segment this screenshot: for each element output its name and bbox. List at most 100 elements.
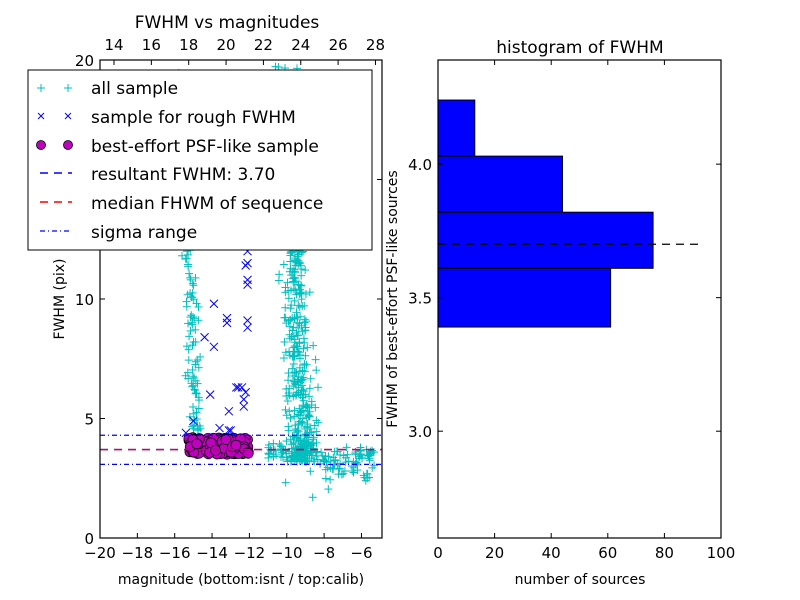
x-point <box>243 280 252 290</box>
plus-point <box>291 261 300 270</box>
plus-point <box>306 467 315 476</box>
plus-point <box>303 456 312 465</box>
scatter-x-ticks: −20 −18 −16 −14 −12 −10 −8 −6 <box>84 533 373 562</box>
plus-point <box>287 440 296 449</box>
plus-point <box>186 273 195 282</box>
x-point <box>215 423 224 433</box>
plus-point <box>299 344 308 353</box>
plus-point <box>294 372 303 381</box>
top-tick-label: 16 <box>142 36 161 54</box>
plus-point <box>183 290 192 299</box>
y-tick-label: 5 <box>84 411 94 429</box>
plus-point <box>317 448 326 457</box>
top-tick-label: 20 <box>217 36 236 54</box>
plus-point <box>298 381 307 390</box>
histogram-axes-frame <box>437 59 722 539</box>
histogram-bar <box>437 211 654 269</box>
circle-point <box>220 434 232 446</box>
legend-box <box>27 69 373 251</box>
plus-point <box>305 428 314 437</box>
x-point <box>224 406 234 416</box>
plus-point <box>279 260 288 269</box>
plus-point <box>182 342 191 351</box>
x-point <box>222 318 232 328</box>
plus-point <box>184 260 193 269</box>
plus-point <box>286 264 295 273</box>
top-tick-label: 22 <box>254 36 273 54</box>
legend-label: sample for rough FWHM <box>91 108 296 128</box>
top-tick-label: 14 <box>104 36 123 54</box>
plus-point <box>309 440 318 449</box>
plus-point <box>308 451 317 460</box>
plus-point <box>305 392 314 401</box>
plus-point <box>342 443 351 452</box>
plus-point <box>300 338 309 347</box>
plus-point <box>294 301 303 310</box>
plus-point <box>196 424 205 433</box>
legend-item-rough-sample: sample for rough FWHM <box>37 108 296 128</box>
plus-point <box>336 459 345 468</box>
top-tick-label: 26 <box>329 36 348 54</box>
plus-point <box>297 386 306 395</box>
plus-point <box>289 343 298 352</box>
plus-point <box>301 402 310 411</box>
x-point <box>233 383 243 392</box>
plus-point <box>290 352 299 361</box>
x-point <box>241 387 251 397</box>
plus-point <box>293 348 302 357</box>
circle-marker-icon <box>36 140 73 150</box>
plus-point <box>189 424 198 433</box>
circle-point <box>210 445 221 456</box>
plus-point <box>281 405 290 414</box>
histogram-bar <box>437 99 476 157</box>
plus-point <box>283 278 292 287</box>
top-tick-label: 28 <box>366 36 385 54</box>
histogram-title: histogram of FWHM <box>496 38 663 58</box>
plus-point <box>285 351 294 360</box>
plus-point <box>275 270 284 279</box>
y-tick-label: 4.0 <box>408 156 432 174</box>
plus-point <box>284 376 293 385</box>
legend-item-resultant-fwhm: resultant FWHM: 3.70 <box>40 165 275 185</box>
x-tick-label: −20 <box>84 544 116 562</box>
plus-point <box>298 414 307 423</box>
legend-label: resultant FWHM: 3.70 <box>91 165 275 185</box>
plus-point <box>194 363 203 372</box>
plus-point <box>302 413 311 422</box>
plus-point <box>186 313 195 322</box>
plus-point <box>264 440 273 449</box>
plus-point <box>286 251 295 260</box>
plus-point <box>190 373 199 382</box>
series-rough-sample <box>181 246 252 438</box>
x-tick-label: −8 <box>313 544 335 562</box>
plus-point <box>303 422 312 431</box>
plus-point <box>356 451 365 460</box>
plus-point <box>187 318 196 327</box>
plus-point <box>326 475 335 484</box>
plus-point <box>300 437 309 446</box>
plus-point <box>194 302 203 311</box>
x-marker-icon <box>37 112 72 120</box>
plus-point <box>289 265 298 274</box>
plus-point <box>288 452 297 461</box>
plus-point <box>290 376 299 385</box>
plus-point <box>191 360 200 369</box>
plus-point <box>182 254 191 263</box>
plus-point <box>280 337 289 346</box>
x-tick-label: 20 <box>485 544 504 562</box>
plus-point <box>368 463 377 472</box>
x-tick-label: −14 <box>196 544 228 562</box>
plus-point <box>188 279 197 288</box>
plus-point <box>191 389 200 398</box>
plus-point <box>343 450 352 459</box>
plus-point <box>339 469 348 478</box>
plus-point <box>271 446 280 455</box>
plus-point <box>308 444 317 453</box>
plus-point <box>283 396 292 405</box>
plus-point <box>291 254 300 263</box>
x-point <box>243 323 252 333</box>
plus-point <box>288 313 297 322</box>
plus-point <box>332 447 341 456</box>
plus-point <box>323 463 332 472</box>
